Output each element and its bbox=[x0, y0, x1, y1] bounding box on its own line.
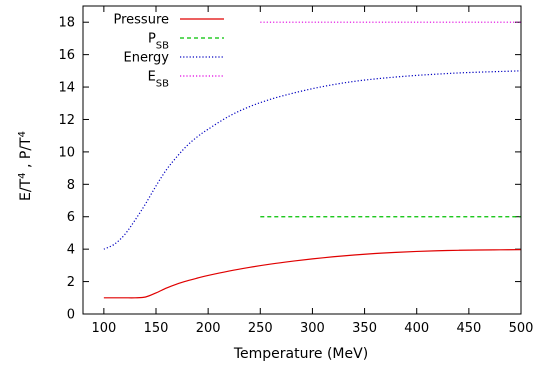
y-tick-label-0: 0 bbox=[67, 308, 75, 323]
x-tick-label-400: 400 bbox=[404, 321, 429, 336]
y-tick-label-8: 8 bbox=[67, 178, 75, 193]
legend-label-p-sb: PSB bbox=[148, 32, 169, 52]
x-tick-label-450: 450 bbox=[456, 321, 481, 336]
x-tick-label-500: 500 bbox=[509, 321, 534, 336]
series-lines bbox=[103, 21, 522, 299]
x-axis-label: Temperature (MeV) bbox=[233, 346, 368, 362]
y-tick-labels: 0 2 4 6 8 10 12 14 16 18 bbox=[58, 16, 75, 323]
x-tick-label-200: 200 bbox=[196, 321, 221, 336]
y-axis-label-text: E/T4 , P/T4 bbox=[17, 131, 35, 201]
legend-label-e-sb: ESB bbox=[148, 70, 170, 90]
y-tick-label-18: 18 bbox=[58, 16, 75, 31]
y-tick-label-2: 2 bbox=[67, 275, 75, 290]
plot-frame bbox=[82, 5, 522, 315]
x-tick-label-350: 350 bbox=[352, 321, 377, 336]
x-tick-label-100: 100 bbox=[91, 321, 116, 336]
legend-label-pressure: Pressure bbox=[113, 13, 169, 28]
y-tick-label-12: 12 bbox=[58, 113, 75, 128]
y-axis-label: E/T4 , P/T4 bbox=[17, 131, 35, 201]
legend-label-energy: Energy bbox=[123, 51, 169, 66]
y-tick-label-16: 16 bbox=[58, 48, 75, 63]
x-tick-label-250: 250 bbox=[248, 321, 273, 336]
x-tick-labels: 100 150 200 250 300 350 400 450 500 bbox=[91, 321, 533, 336]
y-tick-label-10: 10 bbox=[58, 145, 75, 160]
y-tick-label-4: 4 bbox=[67, 243, 75, 258]
x-tick-label-300: 300 bbox=[300, 321, 325, 336]
series-line-pressure bbox=[103, 249, 522, 299]
y-tick-label-14: 14 bbox=[58, 81, 75, 96]
y-tick-label-6: 6 bbox=[67, 210, 75, 225]
x-tick-label-150: 150 bbox=[144, 321, 169, 336]
series-line-energy bbox=[103, 70, 522, 250]
